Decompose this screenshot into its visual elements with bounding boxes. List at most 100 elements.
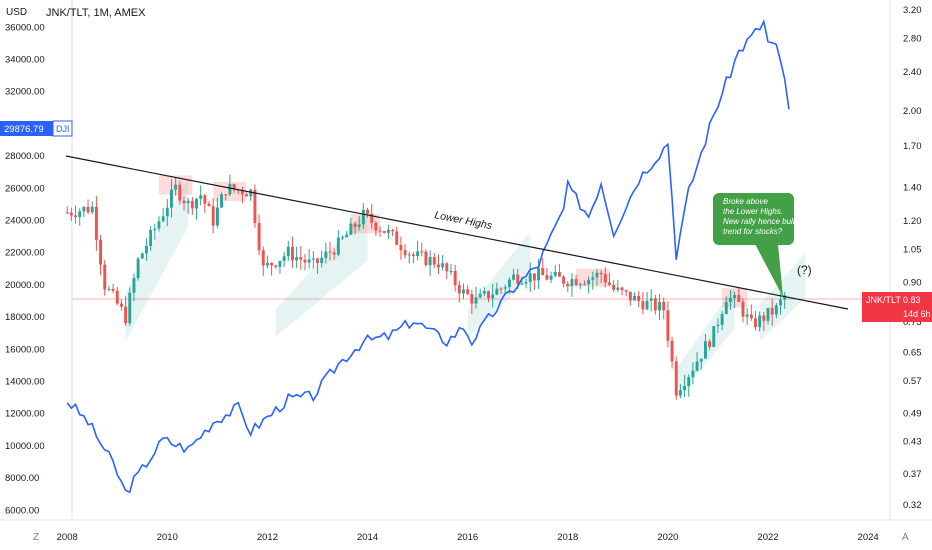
candle-body: [733, 295, 737, 298]
auto-scale-control[interactable]: A: [902, 532, 909, 543]
candle-body: [274, 265, 278, 267]
candle-body: [574, 279, 578, 286]
candle-body: [94, 206, 98, 240]
candle-body: [341, 237, 344, 239]
left-tick-label: 36000.00: [5, 22, 45, 33]
candle-body: [562, 276, 566, 284]
right-tick-label: 2.00: [903, 106, 922, 117]
lower-highs-trendline[interactable]: [65, 155, 849, 310]
candle-body: [278, 260, 282, 267]
candle-body: [220, 194, 224, 208]
candle-body: [420, 251, 424, 253]
candle-body: [215, 207, 219, 226]
candle-body: [728, 297, 732, 303]
candle-body: [566, 283, 570, 287]
candle-body: [495, 288, 499, 295]
question-label: (?): [797, 263, 812, 277]
candle-body: [516, 274, 520, 284]
candle-body: [90, 206, 94, 213]
candle-body: [186, 200, 190, 204]
candle-body: [741, 301, 745, 317]
candle-body: [119, 303, 123, 307]
candle-body: [441, 263, 445, 268]
candle-body: [532, 273, 536, 281]
candle-body: [386, 229, 390, 233]
candle-body: [207, 203, 211, 207]
dji-tag: [52, 120, 73, 137]
candle-body: [391, 229, 395, 232]
candle-body: [699, 358, 703, 362]
candle-body: [82, 206, 86, 212]
jnk-tlt-marker-name: JNK/TLT: [866, 295, 901, 305]
candle-body: [270, 263, 274, 266]
candle-body: [695, 361, 699, 371]
candle-body: [115, 290, 119, 304]
zoom-control[interactable]: Z: [33, 532, 40, 543]
candle-body: [253, 189, 257, 223]
candle-body: [524, 282, 528, 284]
candle-body: [316, 258, 319, 263]
highlight-zones: [125, 175, 806, 401]
candle-body: [633, 295, 636, 301]
symbol-title[interactable]: JNK/TLT, 1M, AMEX: [46, 7, 146, 19]
candle-body: [545, 275, 549, 280]
candle-body: [603, 274, 607, 283]
candle-body: [324, 251, 328, 258]
time-tick-label: 2012: [257, 532, 278, 543]
candle-body: [658, 301, 662, 311]
time-tick-label: 2008: [57, 532, 78, 543]
candle-body: [445, 263, 449, 272]
candle-body: [587, 279, 591, 285]
left-tick-label: 26000.00: [5, 183, 45, 194]
candle-body: [507, 279, 511, 288]
candle-body: [328, 251, 332, 253]
left-tick-label: 28000.00: [5, 151, 45, 162]
candle-body: [161, 216, 165, 222]
rally-channel-zone: [275, 209, 368, 337]
candle-body: [286, 246, 290, 257]
candle-body: [353, 223, 357, 227]
callout-line: New rally hence bull: [723, 217, 795, 226]
right-tick-label: 0.75: [903, 317, 922, 328]
candle-body: [295, 257, 299, 261]
right-tick-label: 2.80: [903, 34, 922, 45]
candle-body: [678, 390, 682, 396]
candle-body: [182, 200, 186, 204]
right-tick-label: 1.40: [903, 183, 922, 194]
candle-body: [74, 215, 78, 217]
left-tick-label: 32000.00: [5, 87, 45, 98]
candle-body: [620, 287, 624, 291]
dji-tag-label: DJI: [56, 124, 70, 134]
candle-body: [670, 340, 674, 362]
candle-body: [336, 237, 340, 255]
candle-body: [399, 244, 403, 251]
left-tick-label: 10000.00: [5, 441, 45, 452]
candle-body: [303, 259, 307, 263]
dji-price-marker: [0, 121, 53, 136]
candle-body: [124, 306, 128, 324]
candle-body: [783, 295, 787, 300]
jnk-tlt-countdown: 14d 6h: [903, 309, 931, 319]
lower-highs-label: Lower Highs: [433, 209, 493, 232]
right-tick-label: 0.90: [903, 278, 922, 289]
candle-body: [608, 282, 611, 285]
time-tick-label: 2014: [357, 532, 378, 543]
candle-body: [311, 258, 315, 260]
candle-body: [357, 224, 361, 227]
candle-body: [691, 370, 695, 378]
candle-body: [432, 256, 436, 265]
candle-body: [132, 278, 136, 293]
rally-channel-zone: [759, 252, 806, 342]
callout-line: the Lower Highs.: [723, 207, 783, 216]
candle-body: [428, 256, 432, 266]
left-tick-label: 12000.00: [5, 409, 45, 420]
candle-body: [491, 294, 495, 299]
candle-body: [370, 213, 374, 223]
dji-series-line: [66, 19, 790, 494]
time-tick-label: 2018: [557, 532, 578, 543]
candle-body: [332, 252, 336, 255]
candle-body: [599, 272, 603, 275]
candle-body: [466, 289, 470, 295]
callout-line: trend for stocks?: [723, 227, 783, 236]
right-tick-label: 0.57: [903, 376, 922, 387]
